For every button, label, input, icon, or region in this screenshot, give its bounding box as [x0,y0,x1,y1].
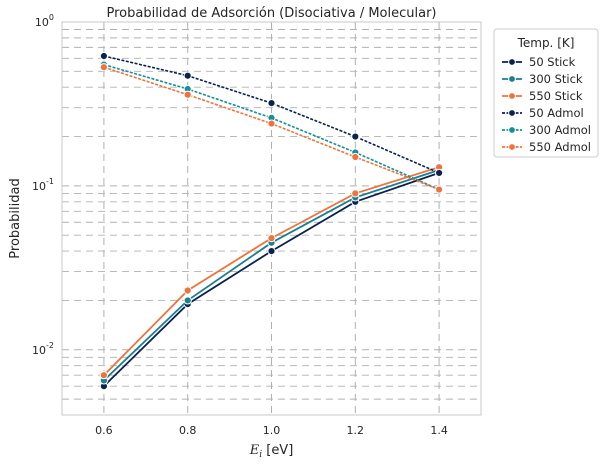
data-point [99,63,109,72]
y-tick-base: 10 [32,180,46,193]
data-point [267,119,276,128]
data-point [267,234,276,243]
x-tick-label: 0.6 [95,424,113,437]
y-axis-label: Probabilidad [8,178,23,258]
legend-marker [508,75,516,83]
plot-area-frame [61,21,482,416]
data-point [183,296,192,305]
y-tick-base: 10 [32,344,46,357]
y-tick-exponent: -2 [46,341,54,350]
x-axis-label: Ei [eV] [249,443,294,460]
y-tick-label: 100 [35,13,54,29]
data-point [183,90,192,99]
legend-item: 300 Stick [502,72,583,86]
data-point [183,286,192,295]
data-point [435,185,444,194]
y-tick-exponent: 0 [49,13,54,22]
y-tick-label: 10-1 [32,177,54,193]
data-point [351,189,360,198]
legend-marker [508,92,516,100]
chart-title: Probabilidad de Adsorción (Disociativa /… [106,6,436,21]
legend-box [493,28,599,158]
x-tick-label: 1.0 [263,424,281,437]
series-line [103,55,440,174]
x-axis-label-subscript: i [259,450,262,460]
data-point [351,152,360,162]
legend-item: 50 Stick [502,55,576,69]
legend: Temp. [K] 50 Stick 300 Stick 550 Stick 50 A… [493,28,599,158]
x-tick-label: 1.2 [347,424,365,437]
y-tick-base: 10 [35,16,49,29]
y-tick-label: 10-2 [32,341,54,357]
data-point [99,371,109,380]
legend-item: 300 Admol [502,123,591,137]
legend-item: 550 Admol [502,140,591,154]
legend-marker [508,126,516,134]
data-point [183,71,192,80]
legend-item: 50 Admol [502,106,584,120]
data-point [267,247,276,256]
legend-marker [508,143,516,151]
legend-label: 550 Admol [529,140,591,154]
series-layer [99,51,444,391]
series-50-admol [99,51,444,178]
data-point [99,51,109,61]
x-axis-label-unit: [eV] [262,443,293,458]
legend-label: 50 Admol [529,106,584,120]
legend-marker [508,58,516,66]
legend-label: 300 Stick [529,72,583,86]
series-550-admol [99,63,444,194]
x-axis-label-symbol: E [249,443,260,458]
y-tick-exponent: -1 [46,177,54,186]
series-550-stick [99,163,444,380]
legend-item: 550 Stick [502,89,583,103]
legend-label: 300 Admol [529,123,591,137]
legend-items: 50 Stick 300 Stick 550 Stick 50 Admol 300 Ad… [502,55,591,154]
legend-label: 50 Stick [529,55,576,69]
legend-title: Temp. [K] [517,36,575,50]
x-tick-label: 1.4 [430,424,448,437]
legend-label: 550 Stick [529,89,583,103]
x-tick-label: 0.8 [179,424,197,437]
data-point [267,99,276,108]
data-point [351,132,360,141]
data-point [435,168,444,178]
grid-lines [62,21,481,416]
legend-marker [508,109,516,117]
